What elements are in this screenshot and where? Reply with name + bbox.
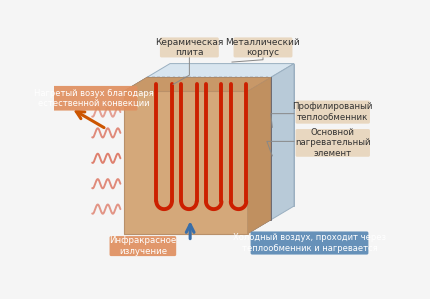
Polygon shape	[230, 77, 232, 220]
Polygon shape	[214, 77, 216, 220]
FancyBboxPatch shape	[251, 231, 369, 254]
FancyBboxPatch shape	[160, 37, 219, 57]
Polygon shape	[203, 77, 206, 220]
Text: Керамическая
плита: Керамическая плита	[155, 38, 224, 57]
Polygon shape	[123, 77, 271, 91]
Polygon shape	[123, 77, 271, 91]
Polygon shape	[167, 77, 170, 220]
FancyBboxPatch shape	[51, 86, 138, 111]
Polygon shape	[266, 77, 268, 220]
Text: Металлический
корпус: Металлический корпус	[226, 38, 301, 57]
Text: Профилированый
теплообменник: Профилированый теплообменник	[292, 103, 373, 122]
Polygon shape	[209, 77, 211, 220]
Polygon shape	[224, 77, 227, 220]
Polygon shape	[152, 77, 154, 220]
Polygon shape	[170, 64, 294, 206]
Polygon shape	[157, 77, 160, 220]
Polygon shape	[162, 77, 165, 220]
Polygon shape	[245, 77, 248, 220]
Polygon shape	[183, 77, 185, 220]
FancyBboxPatch shape	[295, 100, 370, 124]
Polygon shape	[261, 77, 263, 220]
Polygon shape	[250, 77, 253, 220]
Polygon shape	[123, 91, 248, 234]
Polygon shape	[248, 77, 271, 234]
Polygon shape	[240, 77, 243, 220]
Polygon shape	[198, 77, 201, 220]
Text: Инфракрасное
излучение: Инфракрасное излучение	[109, 237, 176, 256]
Polygon shape	[271, 64, 294, 220]
Polygon shape	[219, 77, 222, 220]
Polygon shape	[235, 77, 237, 220]
FancyBboxPatch shape	[295, 129, 370, 157]
Polygon shape	[147, 77, 149, 220]
FancyBboxPatch shape	[110, 236, 176, 256]
Polygon shape	[248, 77, 271, 234]
Polygon shape	[147, 77, 271, 220]
Text: Нагретый возух благодаря
естественной конвекции: Нагретый возух благодаря естественной ко…	[34, 89, 154, 108]
Polygon shape	[193, 77, 196, 220]
Polygon shape	[188, 77, 190, 220]
Polygon shape	[255, 77, 258, 220]
Polygon shape	[178, 77, 180, 220]
Polygon shape	[172, 77, 175, 220]
Polygon shape	[147, 64, 294, 77]
Text: Холодный воздух, проходит через
теплообменник и нагревается: Холодный воздух, проходит через теплообм…	[233, 233, 386, 253]
Text: Основной
nагревательный
элемент: Основной nагревательный элемент	[295, 128, 371, 158]
FancyBboxPatch shape	[233, 37, 292, 57]
